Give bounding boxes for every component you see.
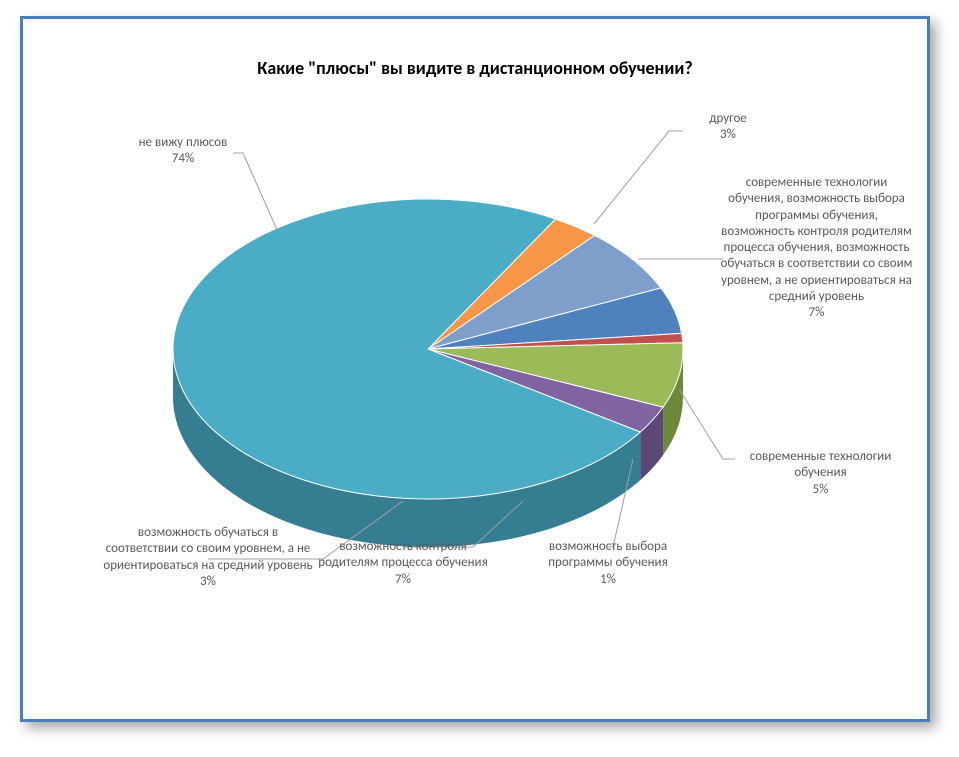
chart-container: Какие "плюсы" вы видите в дистанционном … — [20, 16, 930, 722]
slice-label: не вижу плюсов74% — [113, 135, 253, 168]
slice-label: возможность выбора программы обучения1% — [523, 539, 693, 588]
slice-label: другое3% — [673, 111, 783, 144]
slice-label-text: не вижу плюсов — [113, 135, 253, 151]
slice-label-text: возможность выбора программы обучения — [523, 539, 693, 572]
slice-label-percent: 1% — [523, 572, 693, 588]
slice-label-percent: 3% — [103, 574, 313, 590]
slice-label-percent: 5% — [723, 482, 918, 498]
slice-label: современные технологии обучения5% — [723, 449, 918, 498]
slice-label: возможность обучаться в соответствии со … — [103, 525, 313, 590]
slice-label-percent: 7% — [719, 305, 914, 321]
slice-label-percent: 3% — [673, 127, 783, 143]
chart-frame: Какие "плюсы" вы видите в дистанционном … — [20, 16, 930, 722]
leader-line — [594, 131, 683, 224]
slice-label-percent: 74% — [113, 151, 253, 167]
slice-label-text: другое — [673, 111, 783, 127]
leader-lines — [23, 19, 933, 725]
slice-label: современные технологии обучения, возможн… — [719, 175, 914, 321]
slice-label-percent: 7% — [308, 572, 498, 588]
slice-label-text: возможность обучаться в соответствии со … — [103, 525, 313, 574]
slice-label-text: современные технологии обучения — [723, 449, 918, 482]
slice-label-text: современные технологии обучения, возможн… — [719, 175, 914, 305]
slice-label: возможность контроля родителям процесса … — [308, 539, 498, 588]
slice-label-text: возможность контроля родителям процесса … — [308, 539, 498, 572]
leader-line — [608, 459, 633, 547]
